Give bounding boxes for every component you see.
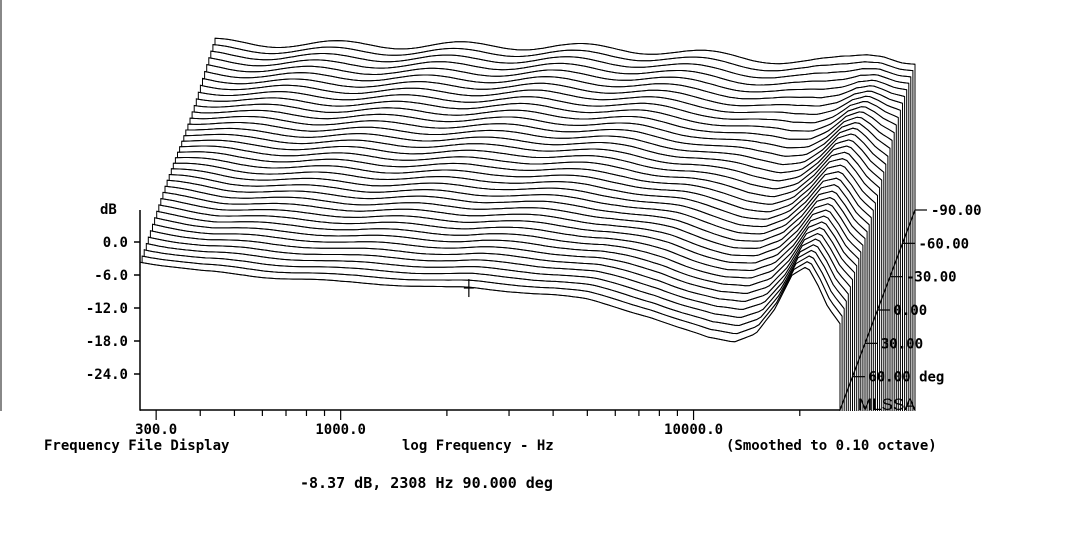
waterfall-trace	[142, 255, 843, 335]
footer-center: log Frequency - Hz	[402, 438, 554, 454]
x-tick-label: 1000.0	[315, 422, 366, 438]
waterfall-trace	[196, 97, 897, 132]
waterfall-trace	[175, 157, 876, 213]
waterfall-trace	[160, 198, 862, 264]
cursor-readout: -8.37 dB, 2308 Hz 90.000 deg	[300, 474, 553, 492]
waterfall-trace	[148, 236, 849, 310]
footer-right: (Smoothed to 0.10 octave)	[726, 438, 937, 454]
y-tick-label: -24.0	[86, 367, 128, 383]
z-tick-label: 60.00 deg	[869, 370, 945, 386]
waterfall-curves	[0, 37, 1080, 536]
waterfall-trace	[139, 261, 841, 343]
waterfall-trace	[214, 37, 916, 65]
waterfall-trace	[177, 151, 878, 205]
waterfall-trace	[171, 168, 872, 228]
footer-left: Frequency File Display	[44, 438, 230, 454]
z-tick-label: -30.00	[906, 270, 957, 286]
z-tick-label: -60.00	[919, 236, 970, 252]
waterfall-trace	[194, 103, 895, 140]
waterfall-trace	[202, 77, 903, 107]
waterfall-trace	[164, 185, 866, 249]
waterfall-trace	[156, 210, 858, 279]
waterfall-trace	[150, 230, 851, 302]
waterfall-trace	[204, 71, 905, 100]
waterfall-trace	[208, 57, 909, 86]
waterfall-trace	[162, 191, 864, 257]
waterfall-trace	[154, 217, 855, 287]
waterfall-trace	[189, 116, 891, 157]
waterfall-trace	[167, 179, 868, 242]
waterfall-trace	[185, 127, 887, 174]
y-tick-label: 0.0	[103, 235, 128, 251]
axes: 0.0 -6.0 -12.0 -18.0 -24.0 300.0 1000.0 10000.0…	[86, 203, 982, 438]
waterfall-trace	[206, 64, 907, 93]
waterfall-trace	[183, 133, 885, 182]
x-tick-label: 300.0	[135, 422, 177, 438]
waterfall-trace	[169, 174, 870, 235]
x-tick-label: 10000.0	[664, 422, 723, 438]
waterfall-trace	[152, 223, 853, 294]
waterfall-trace	[192, 109, 893, 149]
waterfall-trace	[179, 145, 880, 198]
waterfall-trace	[210, 50, 911, 79]
z-tick-label: 0.00	[894, 303, 928, 319]
waterfall-trace	[144, 249, 845, 327]
y-tick-label: -18.0	[86, 334, 128, 350]
baseline-mask	[0, 411, 1080, 536]
window-edge	[0, 0, 2, 536]
y-tick-label: -12.0	[86, 301, 128, 317]
waterfall-trace	[158, 204, 860, 272]
waterfall-trace	[212, 44, 913, 72]
waterfall-trace	[173, 162, 874, 220]
y-tick-label: -6.0	[94, 268, 128, 284]
y-axis-label: dB	[100, 202, 117, 218]
waterfall-trace	[200, 84, 901, 115]
z-tick-label: 30.00	[881, 336, 923, 352]
brand-label: MLSSA	[858, 395, 916, 414]
waterfall-trace	[181, 139, 883, 190]
waterfall-trace	[146, 243, 847, 318]
waterfall-trace	[198, 91, 899, 124]
waterfall-trace	[187, 122, 889, 166]
z-tick-label: -90.00	[931, 203, 982, 219]
